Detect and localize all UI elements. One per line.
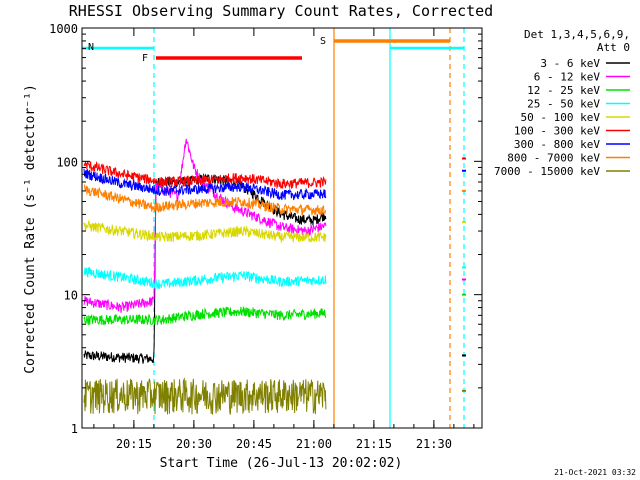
y-axis-ticks: 1 10 100 1000 [49,22,482,436]
series-line-8 [83,377,327,415]
footer-timestamp: 21-Oct-2021 03:32 [554,468,636,477]
legend-header-0: Det 1,3,4,5,6,9, [524,28,630,41]
x-tick-label-4: 21:15 [356,437,392,451]
legend-label-1: 6 - 12 keV [534,71,601,84]
legend-label-7: 800 - 7000 keV [507,152,600,165]
flag-label-s: S [320,36,326,47]
y-tick-label-3: 1000 [49,22,78,36]
series-line-7 [83,184,326,217]
x-tick-label-5: 21:30 [416,437,452,451]
x-tick-label-1: 20:30 [176,437,212,451]
series-line-2 [83,306,327,326]
plot-frame [81,27,483,429]
series-line-4 [83,219,327,243]
y-tick-label-0: 1 [71,422,78,436]
x-tick-label-3: 21:00 [296,437,332,451]
y-tick-label-2: 100 [56,155,78,169]
series-line-3 [83,267,327,289]
series-line-6 [83,168,327,201]
series-line-5 [83,160,327,190]
series-line-0 [83,172,327,364]
legend-label-2: 12 - 25 keV [527,84,600,97]
x-tick-label-2: 20:45 [236,437,272,451]
legend-label-5: 100 - 300 keV [514,125,600,138]
legend-label-6: 300 - 800 keV [514,138,600,151]
x-axis-ticks: 20:15 20:30 20:45 21:00 21:15 21:30 [93,28,475,451]
y-tick-label-1: 10 [64,289,78,303]
flag-label-n: N [88,42,94,53]
legend-label-0: 3 - 6 keV [540,57,600,70]
x-tick-label-0: 20:15 [116,437,152,451]
legend-header-1: Att 0 [597,41,630,54]
y-axis-label: Corrected Count Rate (s⁻¹ detector⁻¹) [23,84,38,374]
flag-label-f: F [142,53,148,64]
series-line-1 [83,138,327,313]
legend-label-3: 25 - 50 keV [527,98,600,111]
plot-area: N F S [82,28,466,428]
chart-title: RHESSI Observing Summary Count Rates, Co… [69,2,493,20]
legend-label-4: 50 - 100 keV [521,111,601,124]
x-axis-label: Start Time (26-Jul-13 20:02:02) [160,456,403,471]
legend-label-8: 7000 - 15000 keV [494,165,600,178]
